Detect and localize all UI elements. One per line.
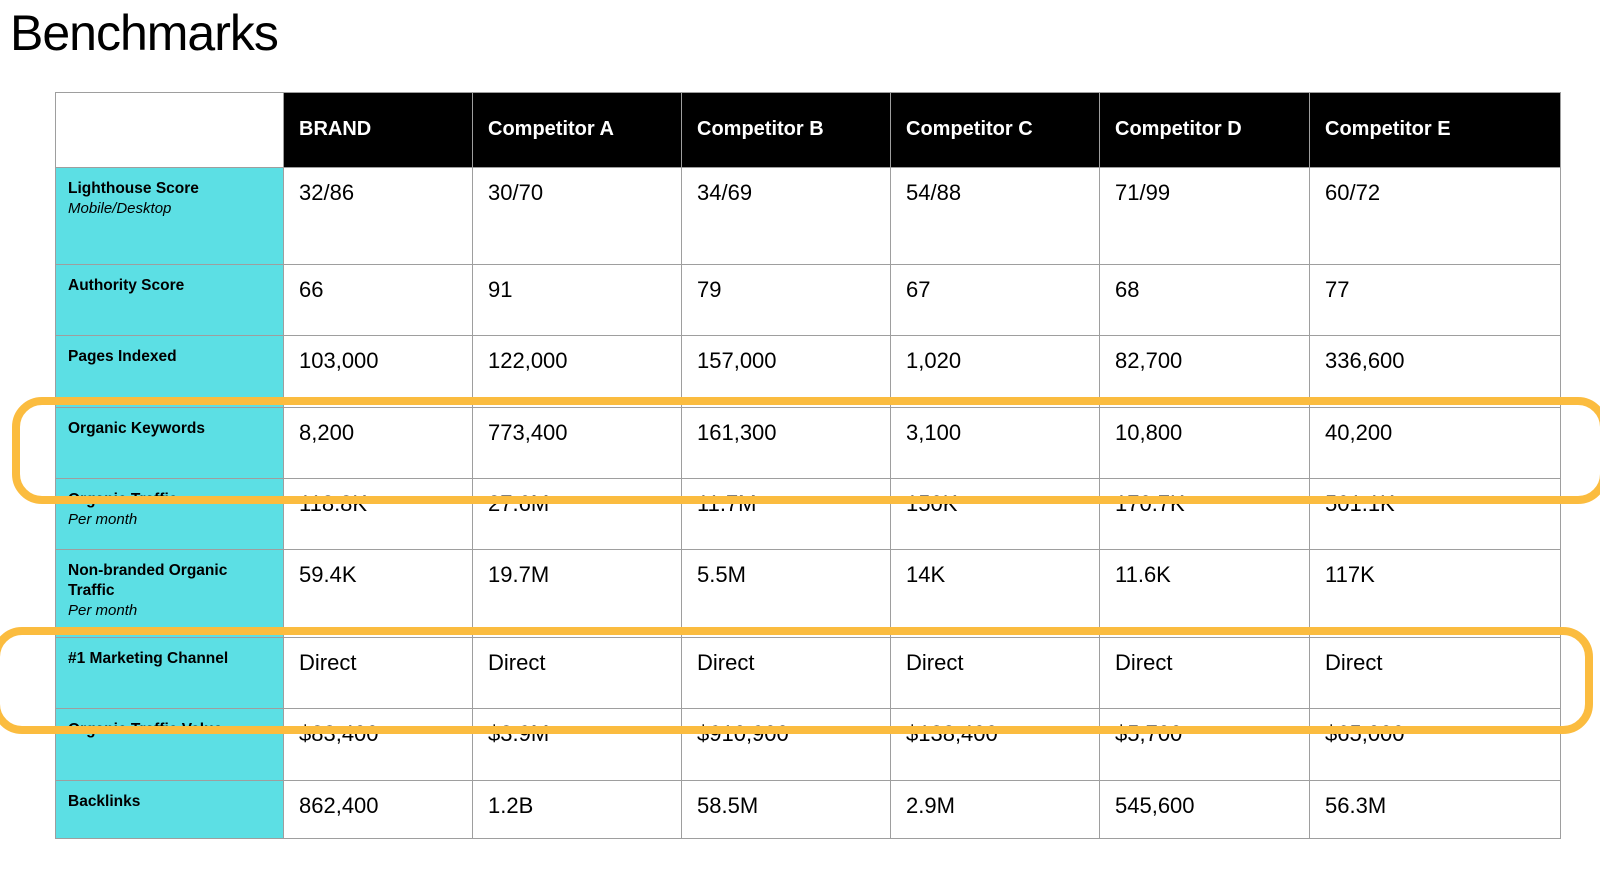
row-label-text: Backlinks [68, 793, 141, 810]
cell-value: 34/69 [681, 167, 891, 265]
cell-value: 117K [1309, 549, 1561, 638]
row-label: Organic Traffic Value [55, 708, 284, 781]
table-row: Authority Score 66 91 79 67 68 77 [55, 264, 1561, 336]
cell-value: 103,000 [283, 335, 473, 408]
cell-value: 30/70 [472, 167, 682, 265]
row-label: Non-branded Organic Traffic Per month [55, 549, 284, 638]
cell-value: 79 [681, 264, 891, 336]
table-body: Lighthouse Score Mobile/Desktop 32/86 30/70… [55, 167, 1561, 839]
cell-value: 157,000 [681, 335, 891, 408]
cell-value: 27.6M [472, 478, 682, 550]
cell-value: $83,400 [283, 708, 473, 781]
cell-value: 14K [890, 549, 1100, 638]
row-label: #1 Marketing Channel [55, 637, 284, 709]
row-label-text: Non-branded Organic Traffic [68, 562, 228, 599]
table-row: Lighthouse Score Mobile/Desktop 32/86 30/70… [55, 167, 1561, 265]
cell-value: 5.5M [681, 549, 891, 638]
row-label: Organic Keywords [55, 407, 284, 479]
cell-value: 2.9M [890, 780, 1100, 839]
cell-value: 82,700 [1099, 335, 1310, 408]
cell-value: Direct [472, 637, 682, 709]
column-header-competitor-b: Competitor B [681, 92, 891, 168]
row-label-text: Organic Traffic Value [68, 721, 223, 738]
cell-value: 773,400 [472, 407, 682, 479]
cell-value: 1,020 [890, 335, 1100, 408]
row-label-text: Organic Keywords [68, 420, 205, 437]
cell-value: Direct [681, 637, 891, 709]
row-label: Organic Traffic Per month [55, 478, 284, 550]
cell-value: $65,000 [1309, 708, 1561, 781]
table-row: Backlinks 862,400 1.2B 58.5M 2.9M 545,600 56.3… [55, 780, 1561, 839]
row-label-text: Pages Indexed [68, 348, 177, 365]
row-label-text: Organic Traffic [68, 491, 178, 508]
column-header-brand: BRAND [283, 92, 473, 168]
page-title: Benchmarks [10, 5, 279, 61]
table-row: Pages Indexed 103,000 122,000 157,000 1,020 8… [55, 335, 1561, 408]
cell-value: 118.8K [283, 478, 473, 550]
cell-value: 8,200 [283, 407, 473, 479]
cell-value: $910,900 [681, 708, 891, 781]
cell-value: 77 [1309, 264, 1561, 336]
cell-value: 71/99 [1099, 167, 1310, 265]
cell-value: 170.7K [1099, 478, 1310, 550]
cell-value: 10,800 [1099, 407, 1310, 479]
cell-value: 3,100 [890, 407, 1100, 479]
cell-value: 150K [890, 478, 1100, 550]
row-label: Pages Indexed [55, 335, 284, 408]
header-row: BRAND Competitor A Competitor B Competit… [55, 92, 1561, 168]
cell-value: Direct [1309, 637, 1561, 709]
table-row: Organic Traffic Value $83,400 $3.9M $910,90… [55, 708, 1561, 781]
cell-value: $5,700 [1099, 708, 1310, 781]
row-sublabel-text: Per month [68, 601, 138, 619]
cell-value: 59.4K [283, 549, 473, 638]
table-row: #1 Marketing Channel Direct Direct Direct Di… [55, 637, 1561, 709]
row-label-text: Lighthouse Score [68, 180, 199, 197]
column-header-competitor-d: Competitor D [1099, 92, 1310, 168]
row-label: Backlinks [55, 780, 284, 839]
cell-value: Direct [1099, 637, 1310, 709]
table-row: Non-branded Organic Traffic Per month 59.4… [55, 549, 1561, 638]
cell-value: Direct [890, 637, 1100, 709]
row-sublabel-text: Per month [68, 510, 138, 528]
cell-value: 11.7M [681, 478, 891, 550]
row-label: Authority Score [55, 264, 284, 336]
cell-value: Direct [283, 637, 473, 709]
column-header-competitor-e: Competitor E [1309, 92, 1561, 168]
cell-value: 67 [890, 264, 1100, 336]
row-label-text: #1 Marketing Channel [68, 650, 229, 667]
column-header-competitor-c: Competitor C [890, 92, 1100, 168]
cell-value: 91 [472, 264, 682, 336]
cell-value: 862,400 [283, 780, 473, 839]
row-sublabel-text: Mobile/Desktop [68, 199, 172, 217]
table-row: Organic Keywords 8,200 773,400 161,300 3,100… [55, 407, 1561, 479]
cell-value: 58.5M [681, 780, 891, 839]
column-header-competitor-a: Competitor A [472, 92, 682, 168]
cell-value: 40,200 [1309, 407, 1561, 479]
cell-value: 11.6K [1099, 549, 1310, 638]
cell-value: 545,600 [1099, 780, 1310, 839]
cell-value: 161,300 [681, 407, 891, 479]
row-label: Lighthouse Score Mobile/Desktop [55, 167, 284, 265]
cell-value: 501.1K [1309, 478, 1561, 550]
cell-value: 122,000 [472, 335, 682, 408]
cell-value: 1.2B [472, 780, 682, 839]
corner-cell [55, 92, 284, 168]
cell-value: $3.9M [472, 708, 682, 781]
row-label-text: Authority Score [68, 277, 185, 294]
benchmark-table: BRAND Competitor A Competitor B Competit… [55, 92, 1561, 839]
cell-value: 68 [1099, 264, 1310, 336]
cell-value: 60/72 [1309, 167, 1561, 265]
cell-value: 66 [283, 264, 473, 336]
table-row: Organic Traffic Per month 118.8K 27.6M 11.7M… [55, 478, 1561, 550]
cell-value: 19.7M [472, 549, 682, 638]
cell-value: 336,600 [1309, 335, 1561, 408]
cell-value: 56.3M [1309, 780, 1561, 839]
cell-value: $138,400 [890, 708, 1100, 781]
cell-value: 54/88 [890, 167, 1100, 265]
cell-value: 32/86 [283, 167, 473, 265]
